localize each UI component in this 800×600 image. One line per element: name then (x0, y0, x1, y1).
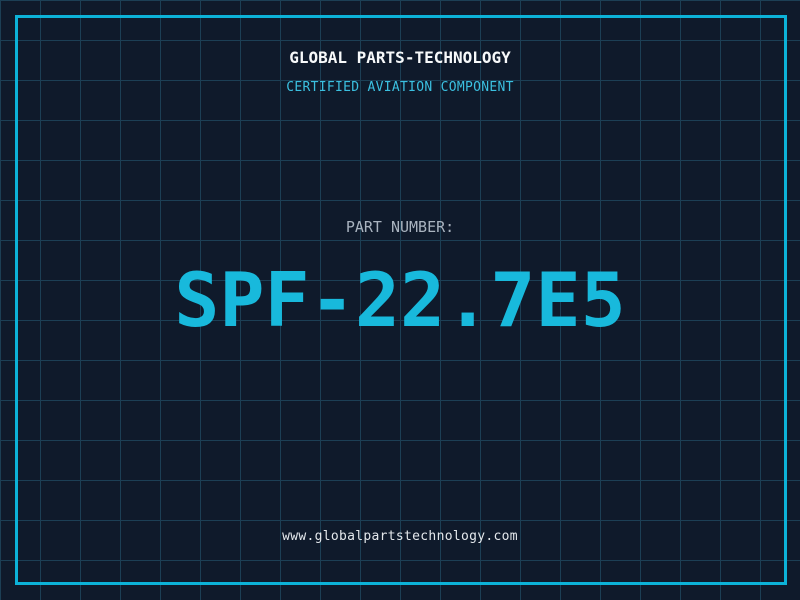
part-number-label: PART NUMBER: (345, 218, 455, 236)
company-name: GLOBAL PARTS-TECHNOLOGY (289, 48, 511, 67)
certification-subtitle: CERTIFIED AVIATION COMPONENT (286, 80, 514, 95)
website-url: www.globalpartstechnology.com (282, 529, 518, 544)
part-number-value: SPF-22.7E5 (174, 256, 626, 344)
